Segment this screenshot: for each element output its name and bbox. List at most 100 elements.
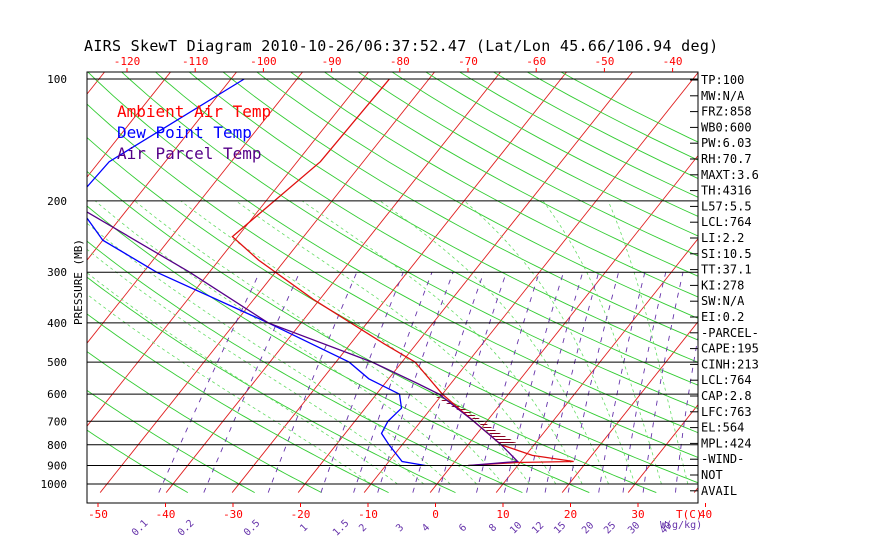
series-line-dew-point-temp (87, 78, 426, 467)
mixing-ratio-line (526, 272, 584, 493)
stat-item: TT:37.1 (701, 263, 752, 277)
mixing-ratio-label: 0.2 (176, 518, 197, 539)
pressure-tick-label: 800 (47, 439, 67, 452)
pressure-tick-label: 300 (47, 266, 67, 279)
isotherm-line (495, 237, 698, 493)
legend-entry: Ambient Air Temp (117, 102, 271, 121)
stat-item: SI:10.5 (701, 247, 752, 261)
mixing-ratio-line (158, 272, 261, 493)
mixing-ratio-line (598, 272, 646, 493)
isotherm-line (87, 72, 370, 427)
mixing-ratio-line (622, 272, 667, 493)
mixing-ratio-line (203, 272, 301, 493)
dry-adiabat-line (87, 205, 590, 494)
mixing-ratio-line (642, 272, 684, 493)
isotherm-line (429, 154, 698, 493)
stat-item: CINH:213 (701, 357, 759, 371)
stat-item: MW:N/A (701, 89, 745, 103)
top-axis-label: -80 (390, 55, 410, 68)
mixing-ratio-line (567, 272, 620, 493)
moist-adiabat-line (607, 200, 689, 485)
dry-adiabat-line (323, 72, 698, 277)
mixing-ratio-unit: W(g/kg) (660, 520, 702, 531)
mixing-ratio-label: 12 (530, 520, 546, 536)
isotherm-line (363, 72, 698, 493)
isotherm-line (826, 60, 870, 492)
isotherm-line (231, 72, 568, 493)
dry-adiabat-line (222, 72, 698, 341)
dry-adiabat-line (87, 103, 698, 458)
isotherm-line (165, 72, 502, 493)
top-axis-label: -90 (322, 55, 342, 68)
dry-adiabat-line (492, 72, 698, 179)
isotherm-line (561, 321, 698, 493)
stat-item: NOT (701, 468, 723, 482)
pressure-tick-label: 500 (47, 356, 67, 369)
isotherm-line (87, 72, 304, 344)
top-axis-label: -40 (663, 55, 683, 68)
mixing-ratio-label: 20 (580, 520, 596, 536)
bottom-axis-label: 20 (564, 508, 577, 521)
moist-adiabat-line (87, 222, 451, 485)
moist-adiabat-line (180, 200, 530, 485)
top-axis-label: -50 (594, 55, 614, 68)
stat-item: EL:564 (701, 421, 744, 435)
top-axis-label: -110 (182, 55, 209, 68)
mixing-ratio-line (438, 272, 507, 493)
top-axis-label: -120 (114, 55, 141, 68)
mixing-ratio-label: 8 (487, 522, 499, 534)
bottom-axis-label: -20 (291, 508, 311, 521)
dry-adiabat-line (289, 72, 698, 298)
bottom-axis-label: 40 (699, 508, 712, 521)
mixing-ratio-label: 6 (457, 522, 469, 534)
legend-entry: Air Parcel Temp (117, 144, 262, 163)
top-axis-label: -100 (250, 55, 277, 68)
isotherm-line (760, 60, 870, 492)
mixing-ratio-line (503, 272, 564, 493)
stat-item: MPL:424 (701, 436, 752, 450)
isotherm-line (627, 404, 698, 493)
pressure-tick-label: 100 (47, 73, 67, 86)
stat-item: SW:N/A (701, 294, 745, 308)
mixing-ratio-line (320, 272, 404, 493)
mixing-ratio-line (353, 272, 433, 493)
mixing-ratio-label: 2 (357, 522, 369, 534)
cape-hatch-area (429, 392, 517, 445)
bottom-axis-label: 30 (631, 508, 644, 521)
mixing-ratio-line (412, 272, 485, 493)
mixing-ratio-label: 10 (508, 520, 524, 536)
mixing-ratio-label: 30 (626, 520, 642, 536)
series-line-air-parcel-temp (87, 211, 520, 467)
moist-adiabat-line (235, 200, 557, 485)
stat-item: KI:278 (701, 278, 744, 292)
isotherm-line (87, 72, 238, 261)
dry-adiabat-line (87, 72, 698, 434)
dry-adiabat-line (87, 351, 322, 494)
pressure-tick-label: 700 (47, 415, 67, 428)
y-axis-label: PRESSURE (MB) (72, 239, 85, 325)
mixing-ratio-label: 15 (552, 520, 568, 536)
mixing-ratio-label: 4 (420, 522, 432, 534)
dry-adiabat-line (256, 72, 698, 319)
stat-item: -WIND- (701, 452, 744, 466)
plot-frame (86, 71, 699, 504)
stat-item: TH:4316 (701, 184, 752, 198)
stat-item: LI:2.2 (701, 231, 744, 245)
dry-adiabat-line (121, 72, 698, 410)
stat-item: RH:70.7 (701, 152, 752, 166)
bottom-axis-label: -40 (156, 508, 176, 521)
dry-adiabat-line (391, 72, 698, 237)
dry-adiabat-line (425, 72, 698, 217)
stat-item: EI:0.2 (701, 310, 744, 324)
dry-adiabat-line (87, 313, 389, 494)
stat-item: CAPE:195 (701, 342, 759, 356)
pressure-tick-label: 600 (47, 388, 67, 401)
moist-adiabat-line (134, 200, 504, 485)
moist-adiabat-line (87, 293, 372, 485)
moist-adiabat-line (379, 200, 609, 485)
pressure-tick-label: 200 (47, 195, 67, 208)
mixing-ratio-label: 0.1 (130, 518, 151, 539)
stat-item: CAP:2.8 (701, 389, 752, 403)
legend-entry: Dew Point Temp (117, 123, 252, 142)
pressure-tick-label: 400 (47, 317, 67, 330)
